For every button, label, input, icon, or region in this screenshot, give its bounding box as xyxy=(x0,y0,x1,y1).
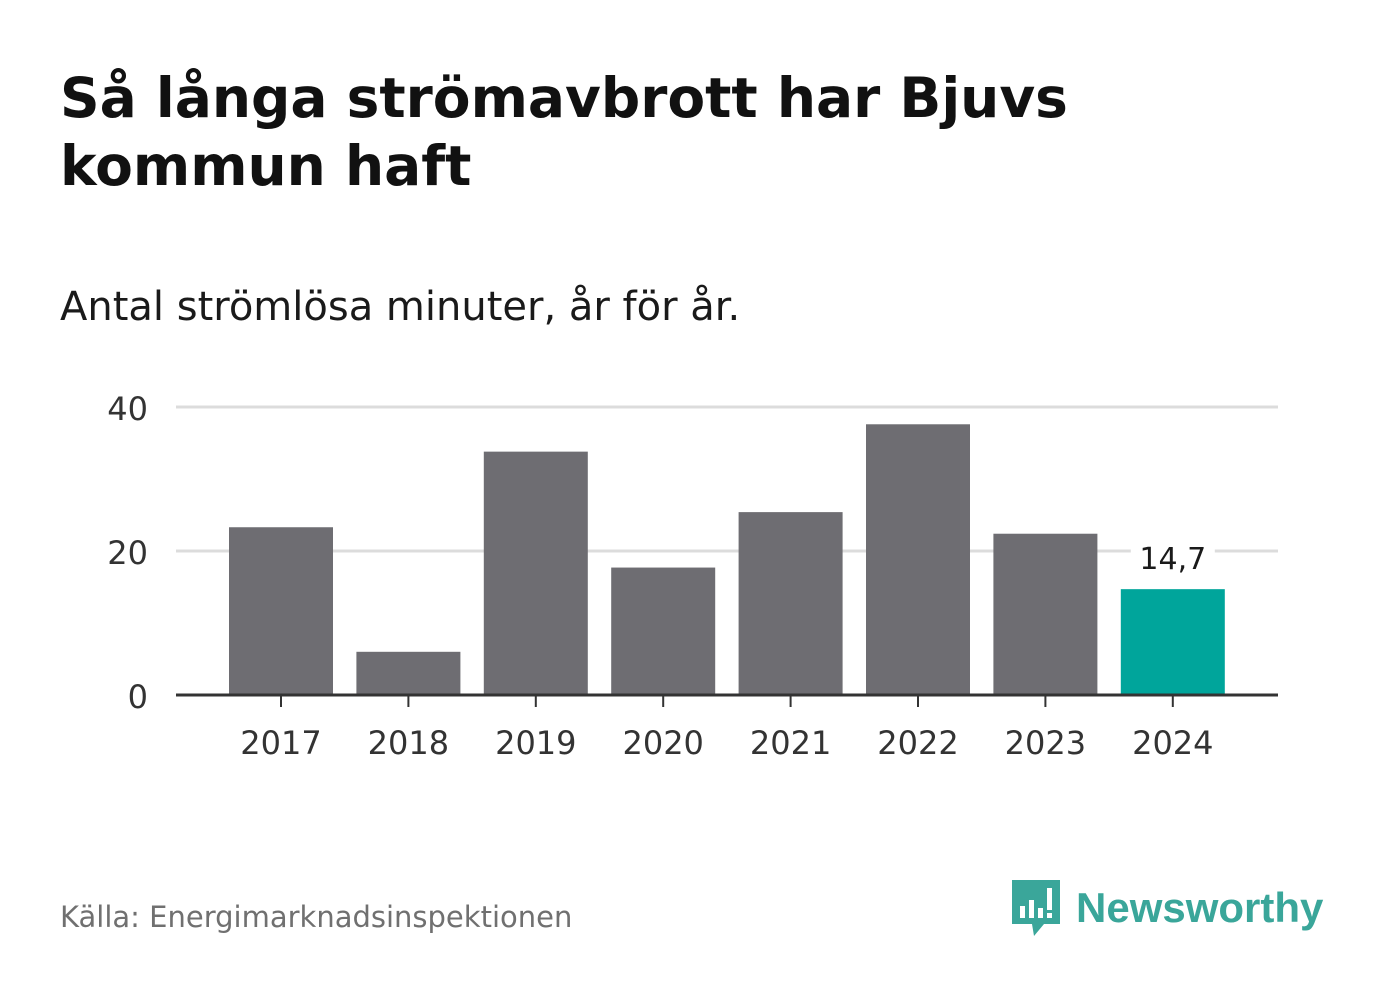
bar-2019 xyxy=(483,451,588,695)
x-tick-label: 2022 xyxy=(877,724,958,762)
labels: 14,7 xyxy=(1130,537,1215,578)
y-tick-label: 0 xyxy=(128,678,148,716)
bar-2021 xyxy=(738,512,843,695)
x-tick-label: 2019 xyxy=(495,724,576,762)
chart-subtitle: Antal strömlösa minuter, år för år. xyxy=(60,284,741,330)
bar-2020 xyxy=(611,567,716,695)
bar-2024 xyxy=(1120,589,1225,695)
y-tick-label: 20 xyxy=(107,534,148,572)
data-label-bg xyxy=(1130,537,1215,578)
x-tick-label: 2024 xyxy=(1132,724,1213,762)
x-axis: 2017 2018 2019 2020 2021 2022 2023 2024 xyxy=(176,693,1278,762)
bars xyxy=(229,424,1225,695)
x-tick-label: 2023 xyxy=(1005,724,1086,762)
bar-2017 xyxy=(229,527,333,695)
y-tick-label: 40 xyxy=(107,390,148,428)
x-tick-label: 2021 xyxy=(750,724,831,762)
bar-2018 xyxy=(356,651,461,695)
brand-logo: Newsworthy xyxy=(1010,876,1323,940)
chart-title: Så långa strömavbrott har Bjuvs kommun h… xyxy=(60,66,1068,198)
bar-2022 xyxy=(866,424,970,695)
x-tick-label: 2018 xyxy=(368,724,449,762)
source-note: Källa: Energimarknadsinspektionen xyxy=(60,900,573,934)
newsworthy-logo-icon xyxy=(1012,880,1060,936)
data-label: 14,7 xyxy=(1139,542,1206,577)
gridlines: 0 20 40 xyxy=(107,390,1278,716)
x-tick-label: 2020 xyxy=(622,724,703,762)
x-tick-label: 2017 xyxy=(240,724,321,762)
brand-name: Newsworthy xyxy=(1076,884,1324,931)
bar-2023 xyxy=(993,533,1098,695)
